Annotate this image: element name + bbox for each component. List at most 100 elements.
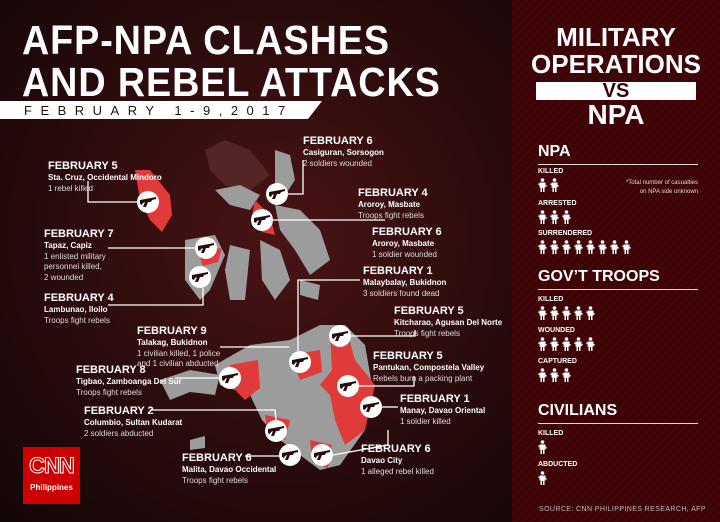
rifle-icon[interactable] (251, 209, 273, 231)
event-place: Kitcharao, Agusan Del Norte (394, 318, 503, 327)
person-icon (609, 240, 620, 259)
event-place: Malaybalay, Bukidnon (363, 278, 447, 287)
event-place: Lambunao, Iloilo (44, 305, 108, 314)
person-icon (537, 306, 548, 325)
event-detail: 1 civilian killed, 1 police (137, 348, 221, 358)
stat-label: KILLED (538, 168, 564, 175)
event-place: Pantukan, Compostela Valley (373, 363, 485, 372)
pictogram-row (537, 337, 596, 356)
event-date: FEBRUARY 2 (84, 405, 154, 417)
stat-label: SURRENDERED (538, 230, 593, 237)
stats-panel: MILITARY OPERATIONS VS NPA *Total number… (512, 0, 720, 522)
event-detail: Rebels burn a packing plant (373, 373, 473, 383)
event-detail: 1 soldier wounded (372, 249, 437, 259)
person-icon (561, 368, 572, 387)
event-place: Aroroy, Masbate (358, 200, 421, 209)
section-title: NPA (538, 143, 698, 165)
section-title: GOV’T TROOPS (538, 268, 698, 290)
rifle-icon[interactable] (195, 237, 217, 259)
event-date: FEBRUARY 6 (361, 443, 431, 455)
event-label: FEBRUARY 2 Columbio, Sultan Kudarat 2 sold… (84, 405, 182, 439)
event-detail: and 1 civilian abducted (137, 359, 219, 368)
connector-line (108, 288, 204, 306)
person-icon (585, 306, 596, 325)
person-icon (549, 178, 560, 197)
panel-title-2: OPERATIONS (531, 49, 701, 79)
person-icon (549, 240, 560, 259)
event-detail: 1 soldier killed (400, 416, 451, 426)
rifle-icon[interactable] (337, 375, 359, 397)
event-label: FEBRUARY 6 Casiguran, Sorsogon 2 soldiers … (303, 135, 384, 169)
event-label: FEBRUARY 5 Kitcharao, Agusan Del Norte Tro… (394, 305, 502, 339)
person-icon (549, 368, 560, 387)
event-label: FEBRUARY 6 Malita, Davao Occidental Troops… (182, 452, 276, 486)
event-detail: 1 alleged rebel killed (361, 466, 434, 476)
event-date: FEBRUARY 4 (358, 187, 428, 199)
connector-line (351, 330, 416, 337)
rifle-icon[interactable] (189, 266, 211, 288)
pictogram-row (537, 368, 572, 387)
event-detail: personnel killed, (44, 262, 102, 271)
rifle-icon[interactable] (360, 396, 382, 418)
person-icon (537, 337, 548, 356)
event-place: Columbio, Sultan Kudarat (84, 418, 183, 427)
rifle-icon[interactable] (289, 351, 311, 373)
connector-line (297, 279, 360, 352)
person-icon (549, 337, 560, 356)
connector-line (150, 409, 277, 421)
rifle-icon[interactable] (311, 444, 333, 466)
event-detail: Troops fight rebels (358, 210, 424, 220)
event-detail: Troops fight rebels (76, 387, 142, 397)
event-date: FEBRUARY 5 (48, 160, 118, 172)
connector-line (359, 376, 415, 387)
rifle-icon[interactable] (265, 420, 287, 442)
person-icon (621, 240, 632, 259)
title-line-1: AFP-NPA CLASHES (22, 17, 390, 63)
event-label: FEBRUARY 1 Malaybalay, Bukidnon 3 soldiers… (363, 265, 446, 299)
rifle-icon[interactable] (219, 367, 241, 389)
event-place: Davao City (361, 456, 403, 465)
date-banner: FEBRUARY 1-9,2017 (0, 101, 322, 119)
person-icon (537, 210, 548, 229)
person-icon (561, 210, 572, 229)
vs-banner: VS (536, 81, 696, 101)
connector-line (332, 430, 389, 456)
connector-line (288, 160, 304, 195)
date-range: FEBRUARY 1-9,2017 (24, 103, 294, 118)
person-icon (573, 240, 584, 259)
source-credit: SOURCE: CNN PHILIPPINES RESEARCH, AFP (539, 506, 706, 513)
event-label: FEBRUARY 9 Talakag, Bukidnon 1 civilian ki… (137, 325, 220, 370)
event-label: FEBRUARY 4 Lambunao, Iloilo Troops fight r… (44, 292, 114, 326)
person-icon (597, 240, 608, 259)
rifle-icon[interactable] (329, 325, 351, 347)
person-icon (561, 337, 572, 356)
event-place: Tigbao, Zamboanga Del Sur (76, 377, 182, 386)
rifle-icon[interactable] (266, 183, 288, 205)
map-panel (0, 0, 512, 522)
event-place: Aroroy, Masbate (372, 239, 435, 248)
event-label: FEBRUARY 8 Tigbao, Zamboanga Del Sur Troop… (76, 364, 182, 398)
pictogram-row (537, 240, 632, 259)
event-date: FEBRUARY 1 (400, 393, 470, 405)
event-label: FEBRUARY 5 Sta. Cruz, Occidental Mindoro 1… (48, 160, 162, 194)
stat-label: KILLED (538, 430, 564, 437)
event-place: Casiguran, Sorsogon (303, 148, 384, 157)
rifle-icon[interactable] (279, 444, 301, 466)
person-icon (585, 337, 596, 356)
event-detail: Troops fight rebels (44, 315, 110, 325)
stat-label: ARRESTED (538, 200, 577, 207)
stat-label: KILLED (538, 296, 564, 303)
event-date: FEBRUARY 6 (303, 135, 373, 147)
event-label: FEBRUARY 7 Tapaz, Capiz 1 enlisted militar… (44, 228, 114, 283)
panel-title-1: MILITARY (556, 22, 676, 52)
rifle-icon[interactable] (137, 191, 159, 213)
person-icon (585, 240, 596, 259)
connector-line (87, 181, 137, 203)
person-icon (537, 240, 548, 259)
connector-lines (87, 160, 416, 457)
event-detail: 2 wounded (44, 272, 84, 282)
event-place: Sta. Cruz, Occidental Mindoro (48, 173, 162, 182)
person-icon (537, 440, 548, 459)
person-icon (561, 306, 572, 325)
person-icon (561, 240, 572, 259)
